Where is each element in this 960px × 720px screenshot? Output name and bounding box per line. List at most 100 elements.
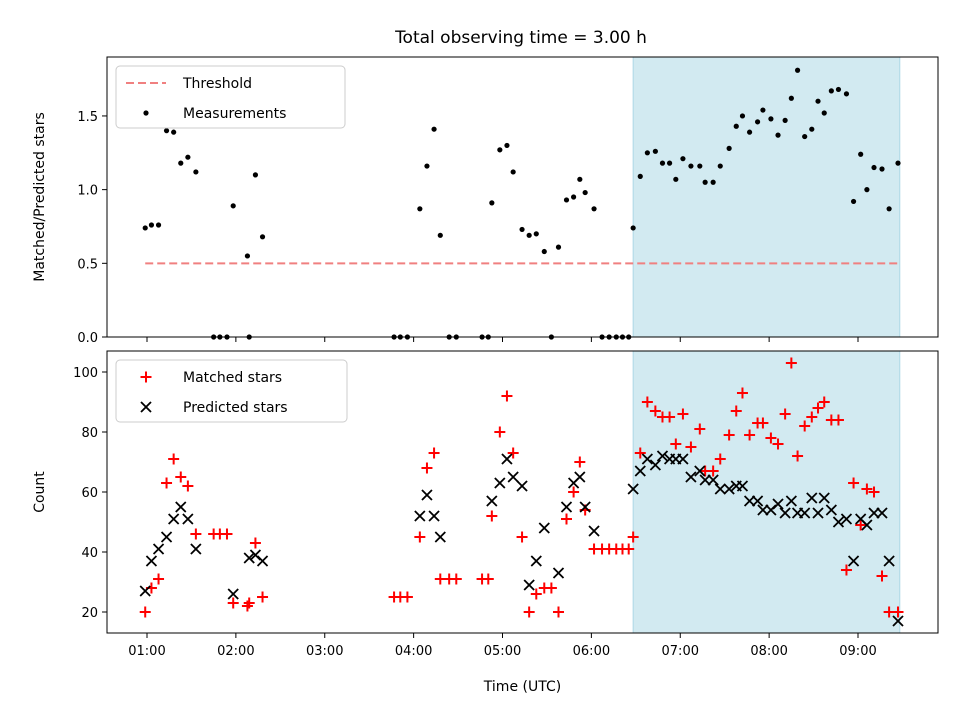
- count-ytick-label: 100: [73, 366, 98, 381]
- matched-stars-point: [714, 453, 726, 465]
- count-ytick-label: 40: [81, 546, 98, 561]
- predicted-stars-point: [552, 567, 565, 579]
- predicted-stars-point: [501, 453, 513, 465]
- measurements-point: [591, 206, 597, 212]
- predicted-stars-point: [840, 513, 853, 525]
- legend-matched-stars-swatch: [140, 371, 152, 383]
- matched-stars-point: [161, 477, 173, 489]
- matched-stars-point: [182, 480, 194, 492]
- count-xtick-label: 04:00: [395, 644, 432, 659]
- matched-stars-point: [627, 531, 639, 543]
- measurements-point: [858, 151, 864, 157]
- predicted-stars-point: [414, 510, 426, 522]
- matched-stars-point: [799, 420, 811, 432]
- predicted-stars-point: [736, 480, 749, 492]
- measurements-point: [726, 145, 732, 151]
- matched-stars-point: [516, 531, 528, 543]
- predicted-stars-point: [421, 489, 433, 501]
- matched-stars-point: [494, 426, 506, 438]
- measurements-point: [526, 232, 532, 238]
- count-xlabel: Time (UTC): [483, 679, 561, 695]
- predicted-stars-point: [523, 579, 535, 591]
- measurements-point: [802, 133, 808, 140]
- matched-stars-point: [153, 573, 165, 585]
- matched-stars-point: [670, 438, 682, 450]
- count-xtick-label: 07:00: [662, 644, 699, 659]
- matched-stars-point: [685, 441, 697, 453]
- predicted-stars-point: [785, 495, 797, 507]
- measurements-point: [244, 253, 251, 259]
- legend-threshold-label: Threshold: [182, 76, 252, 92]
- matched-stars-point: [175, 471, 187, 483]
- legend-measurements-swatch: [143, 110, 149, 116]
- measurements-point: [710, 179, 716, 185]
- count-ytick-label: 80: [81, 426, 98, 441]
- matched-stars-point: [501, 390, 513, 402]
- matched-stars-point: [414, 531, 426, 543]
- predicted-stars-point: [892, 615, 904, 627]
- matched-stars-point: [806, 411, 818, 423]
- ratio-panel: 0.0 0.5 1.0 1.5 Matched/Predicted stars Thres…: [32, 56, 939, 346]
- matched-stars-point: [757, 417, 769, 429]
- ratio-ytick-label: 1.0: [77, 184, 98, 199]
- predicted-stars-point: [656, 450, 669, 462]
- matched-stars-point: [779, 408, 791, 420]
- measurements-point: [697, 163, 703, 169]
- measurements-point: [497, 147, 503, 153]
- ratio-ytick-label: 0.5: [77, 257, 98, 272]
- predicted-stars-point: [779, 507, 791, 519]
- measurements-point: [148, 222, 155, 228]
- count-xtick-label: 05:00: [484, 644, 521, 659]
- count-xtick-label: 09:00: [839, 644, 876, 659]
- measurements-point: [519, 226, 525, 233]
- predicted-stars-point: [243, 552, 255, 564]
- predicted-stars-point: [588, 525, 600, 537]
- predicted-stars-point: [494, 477, 506, 489]
- ratio-ytick-label: 0.0: [77, 331, 98, 346]
- predicted-stars-point: [832, 516, 845, 528]
- measurements-point: [541, 248, 547, 255]
- measurements-point: [809, 126, 815, 132]
- predicted-stars-point: [799, 507, 811, 519]
- measurements-point: [571, 194, 577, 200]
- measurements-point: [688, 163, 694, 169]
- matched-stars-point: [694, 423, 706, 435]
- legend-measurements-label: Measurements: [183, 106, 286, 122]
- predicted-stars-point: [516, 480, 528, 492]
- matched-stars-point: [677, 408, 689, 420]
- predicted-stars-point: [812, 507, 824, 519]
- count-xtick-label: 02:00: [217, 644, 254, 659]
- matched-stars-point: [552, 606, 564, 618]
- count-ylabel: Count: [32, 471, 48, 513]
- measurements-point: [760, 107, 766, 113]
- count-shaded-region: [632, 350, 901, 634]
- measurements-point: [178, 160, 184, 166]
- measurements-point: [252, 172, 259, 178]
- predicted-stars-point: [868, 507, 880, 519]
- measurements-point: [828, 88, 834, 94]
- legend-predicted-stars-label: Predicted stars: [183, 400, 288, 416]
- predicted-stars-point: [757, 504, 769, 516]
- measurements-point: [794, 67, 801, 73]
- matched-stars-point: [785, 357, 797, 369]
- measurements-point: [652, 148, 658, 154]
- matched-stars-point: [568, 486, 580, 498]
- matched-stars-point: [190, 528, 202, 540]
- matched-stars-point: [221, 528, 233, 540]
- measurements-point: [864, 187, 870, 193]
- predicted-stars-point: [152, 543, 165, 555]
- matched-stars-point: [623, 543, 635, 555]
- matched-stars-point: [744, 429, 756, 441]
- predicted-stars-point: [723, 483, 735, 495]
- matched-stars-point: [243, 597, 255, 609]
- count-xtick-label: 08:00: [750, 644, 787, 659]
- ratio-ytick-label: 1.5: [77, 110, 98, 125]
- measurements-point: [702, 179, 708, 185]
- measurements-point: [850, 198, 857, 205]
- matched-stars-point: [818, 396, 830, 408]
- predicted-stars-point: [772, 498, 784, 510]
- predicted-stars-point: [634, 465, 646, 477]
- predicted-stars-point: [538, 522, 550, 534]
- matched-stars-point: [649, 405, 661, 417]
